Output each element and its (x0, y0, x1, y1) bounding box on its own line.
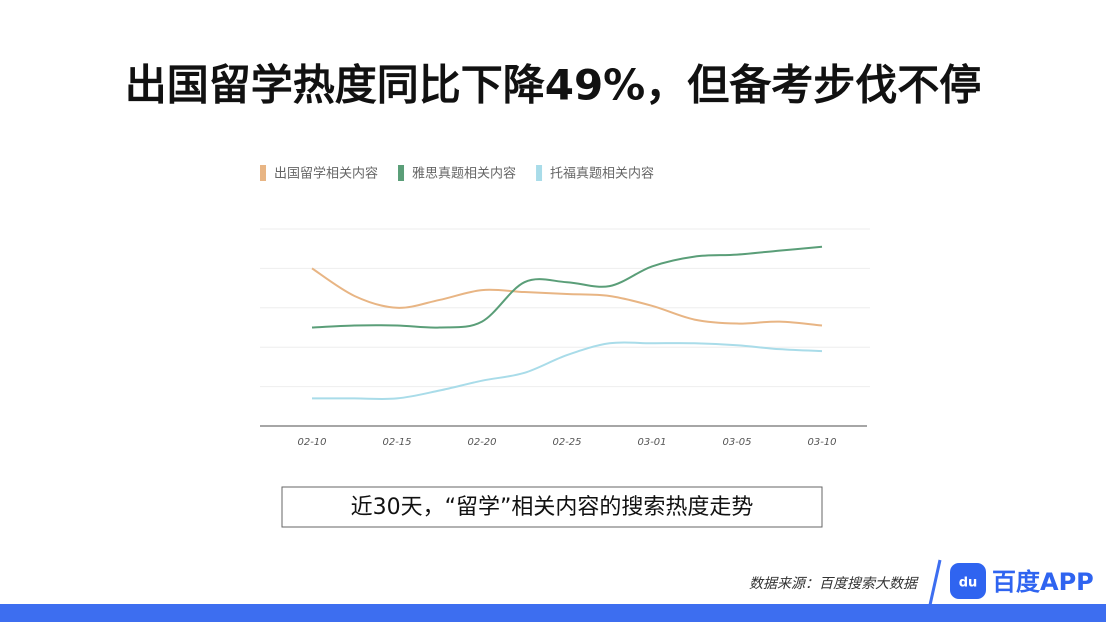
x-tick-label: 02-20 (467, 437, 496, 448)
legend-label: 雅思真题相关内容 (412, 166, 516, 182)
x-tick-label: 02-25 (552, 437, 581, 448)
brand: 百度APP (992, 568, 1094, 596)
legend-swatch (260, 165, 266, 181)
legend-swatch (536, 165, 543, 181)
x-tick-label: 03-10 (807, 437, 836, 448)
chart-title: 出国留学热度同比下降49%，但备考步伐不停 (125, 61, 982, 110)
x-tick-label: 02-15 (382, 437, 411, 448)
brand-icon-text: du (959, 576, 978, 591)
series-line (312, 341, 823, 400)
caption: 近30天，“留学”相关内容的搜索热度走势 (351, 495, 754, 520)
divider (928, 559, 942, 606)
legend-label: 托福真题相关内容 (550, 166, 654, 182)
footer-bar (0, 604, 1106, 622)
series-line (311, 245, 823, 329)
series-line (311, 267, 823, 327)
caption-box (281, 486, 823, 528)
x-tick-label: 03-01 (637, 437, 666, 448)
legend-swatch (398, 165, 405, 181)
brand-icon (950, 563, 986, 599)
source: 数据来源：百度搜索大数据 (749, 576, 919, 592)
x-tick-label: 02-10 (297, 437, 326, 448)
x-tick-label: 03-05 (722, 437, 751, 448)
legend-label: 出国留学相关内容 (274, 166, 378, 182)
